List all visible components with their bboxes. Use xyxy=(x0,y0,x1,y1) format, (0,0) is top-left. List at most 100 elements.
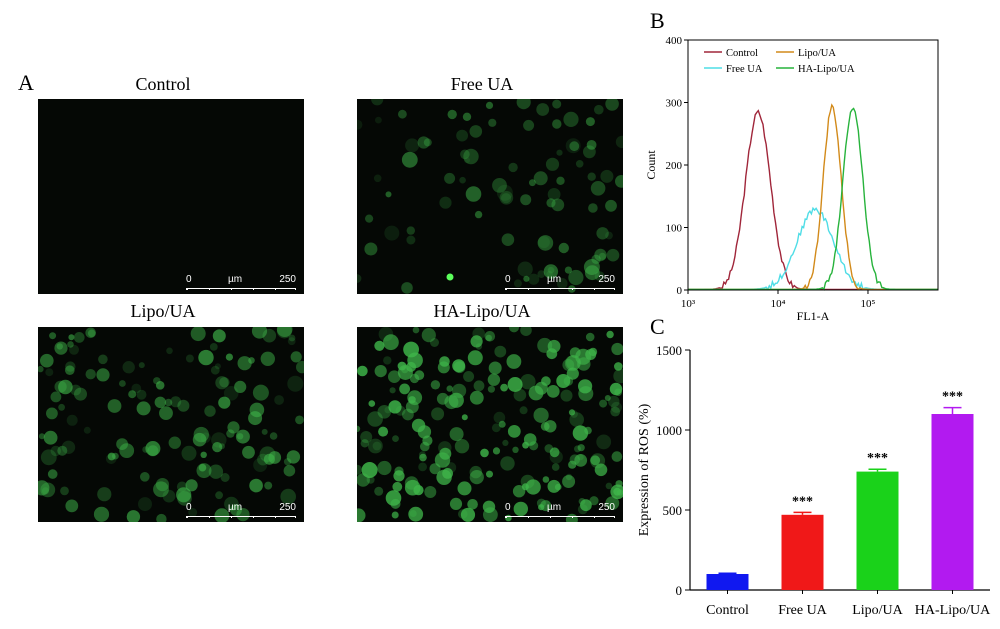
cell-spot xyxy=(388,370,401,383)
y-tick-label: 1500 xyxy=(656,343,682,358)
legend-label: Free UA xyxy=(726,64,763,75)
scale-bar: 0 µm 250 xyxy=(505,502,615,518)
cell-spot xyxy=(614,362,623,371)
cell-spot xyxy=(615,135,623,149)
micrograph-image xyxy=(357,327,623,522)
cell-spot xyxy=(605,199,617,212)
cell-spot xyxy=(554,483,562,491)
scale-end: 250 xyxy=(279,274,296,285)
cell-spot xyxy=(546,348,558,360)
cell-spot xyxy=(38,480,50,496)
scale-unit: µm xyxy=(228,274,243,285)
micrograph-title-control: Control xyxy=(135,74,191,94)
cell-spot xyxy=(509,327,519,333)
cell-spot xyxy=(357,473,370,487)
significance-label: *** xyxy=(867,451,888,466)
cell-spot xyxy=(487,373,501,386)
cell-spot xyxy=(200,432,211,443)
cell-spot xyxy=(264,481,273,490)
cell-spot xyxy=(513,279,522,288)
cell-spot xyxy=(563,111,579,127)
micrograph-image xyxy=(38,327,304,522)
cell-spot xyxy=(512,485,526,498)
cell-spot xyxy=(212,329,226,343)
scale-start: 0 xyxy=(505,502,511,513)
cell-spot xyxy=(454,439,470,454)
cell-spot xyxy=(65,361,76,372)
cell-spot xyxy=(467,350,483,366)
scale-unit: µm xyxy=(547,502,562,513)
cell-spot xyxy=(47,469,58,479)
cell-spot xyxy=(383,356,392,365)
cell-spot xyxy=(181,445,197,461)
cell-spot xyxy=(74,387,87,401)
cell-spot xyxy=(529,179,536,187)
cell-spot xyxy=(552,119,562,129)
cell-spot xyxy=(155,381,165,390)
cell-spot xyxy=(587,172,596,181)
cell-spot xyxy=(251,327,268,339)
cell-spot xyxy=(224,496,239,512)
cell-spot xyxy=(40,482,56,498)
cell-spot xyxy=(212,442,223,453)
cell-spot xyxy=(429,463,441,475)
cell-spot xyxy=(549,450,563,464)
cell-spot xyxy=(520,374,536,390)
cell-spot xyxy=(286,450,301,464)
panel-b-label: B xyxy=(650,8,665,33)
cell-spot xyxy=(488,118,497,127)
cell-spot xyxy=(38,433,45,440)
cell-spot xyxy=(377,460,392,476)
x-tick-label: HA-Lipo/UA xyxy=(915,603,991,618)
cell-spot xyxy=(384,225,400,241)
cell-spot xyxy=(159,406,173,420)
cell-spot xyxy=(227,421,240,434)
cell-spot xyxy=(412,327,420,334)
cell-spot xyxy=(485,334,492,342)
cell-spot xyxy=(385,191,392,198)
cell-spot xyxy=(615,480,623,488)
cell-spot xyxy=(49,332,57,340)
cell-spot xyxy=(605,231,613,240)
bar-ha-lipo-ua xyxy=(931,414,974,590)
cell-spot xyxy=(439,447,452,460)
cell-spot xyxy=(544,444,554,453)
cell-spot xyxy=(54,341,68,355)
cell-spot xyxy=(523,433,537,446)
cell-spot xyxy=(357,365,368,377)
cell-spot xyxy=(360,439,369,448)
cell-spot xyxy=(519,406,528,415)
bar-free-ua xyxy=(781,514,824,590)
cell-spot xyxy=(594,248,607,262)
cell-spot xyxy=(551,198,565,212)
cell-spot xyxy=(491,423,501,433)
cell-spot xyxy=(470,335,483,348)
scale-start: 0 xyxy=(505,274,511,285)
cell-spot xyxy=(50,445,61,457)
cell-spot xyxy=(423,138,432,147)
cell-spot xyxy=(97,487,112,502)
cell-spot xyxy=(537,235,554,251)
cell-spot xyxy=(389,387,396,394)
y-tick-label: 400 xyxy=(666,35,683,47)
cell-spot xyxy=(65,499,79,513)
cell-spot xyxy=(469,125,483,138)
bright-spot xyxy=(446,273,454,281)
cell-spot xyxy=(119,443,135,458)
cell-spot xyxy=(430,338,439,347)
cell-spot xyxy=(185,354,194,363)
cell-spot xyxy=(565,473,573,481)
cell-spot xyxy=(46,407,58,420)
cell-spot xyxy=(562,475,576,488)
micrograph-image xyxy=(357,99,623,294)
cell-spot xyxy=(408,506,424,522)
cell-spot xyxy=(537,236,550,249)
cell-spot xyxy=(606,248,620,262)
cell-spot xyxy=(436,392,449,405)
cell-spot xyxy=(549,447,560,458)
cell-spot xyxy=(456,129,468,142)
cell-spot xyxy=(611,401,622,413)
cell-spot xyxy=(552,99,562,109)
cell-spot xyxy=(447,109,457,120)
cell-spot xyxy=(512,446,519,453)
